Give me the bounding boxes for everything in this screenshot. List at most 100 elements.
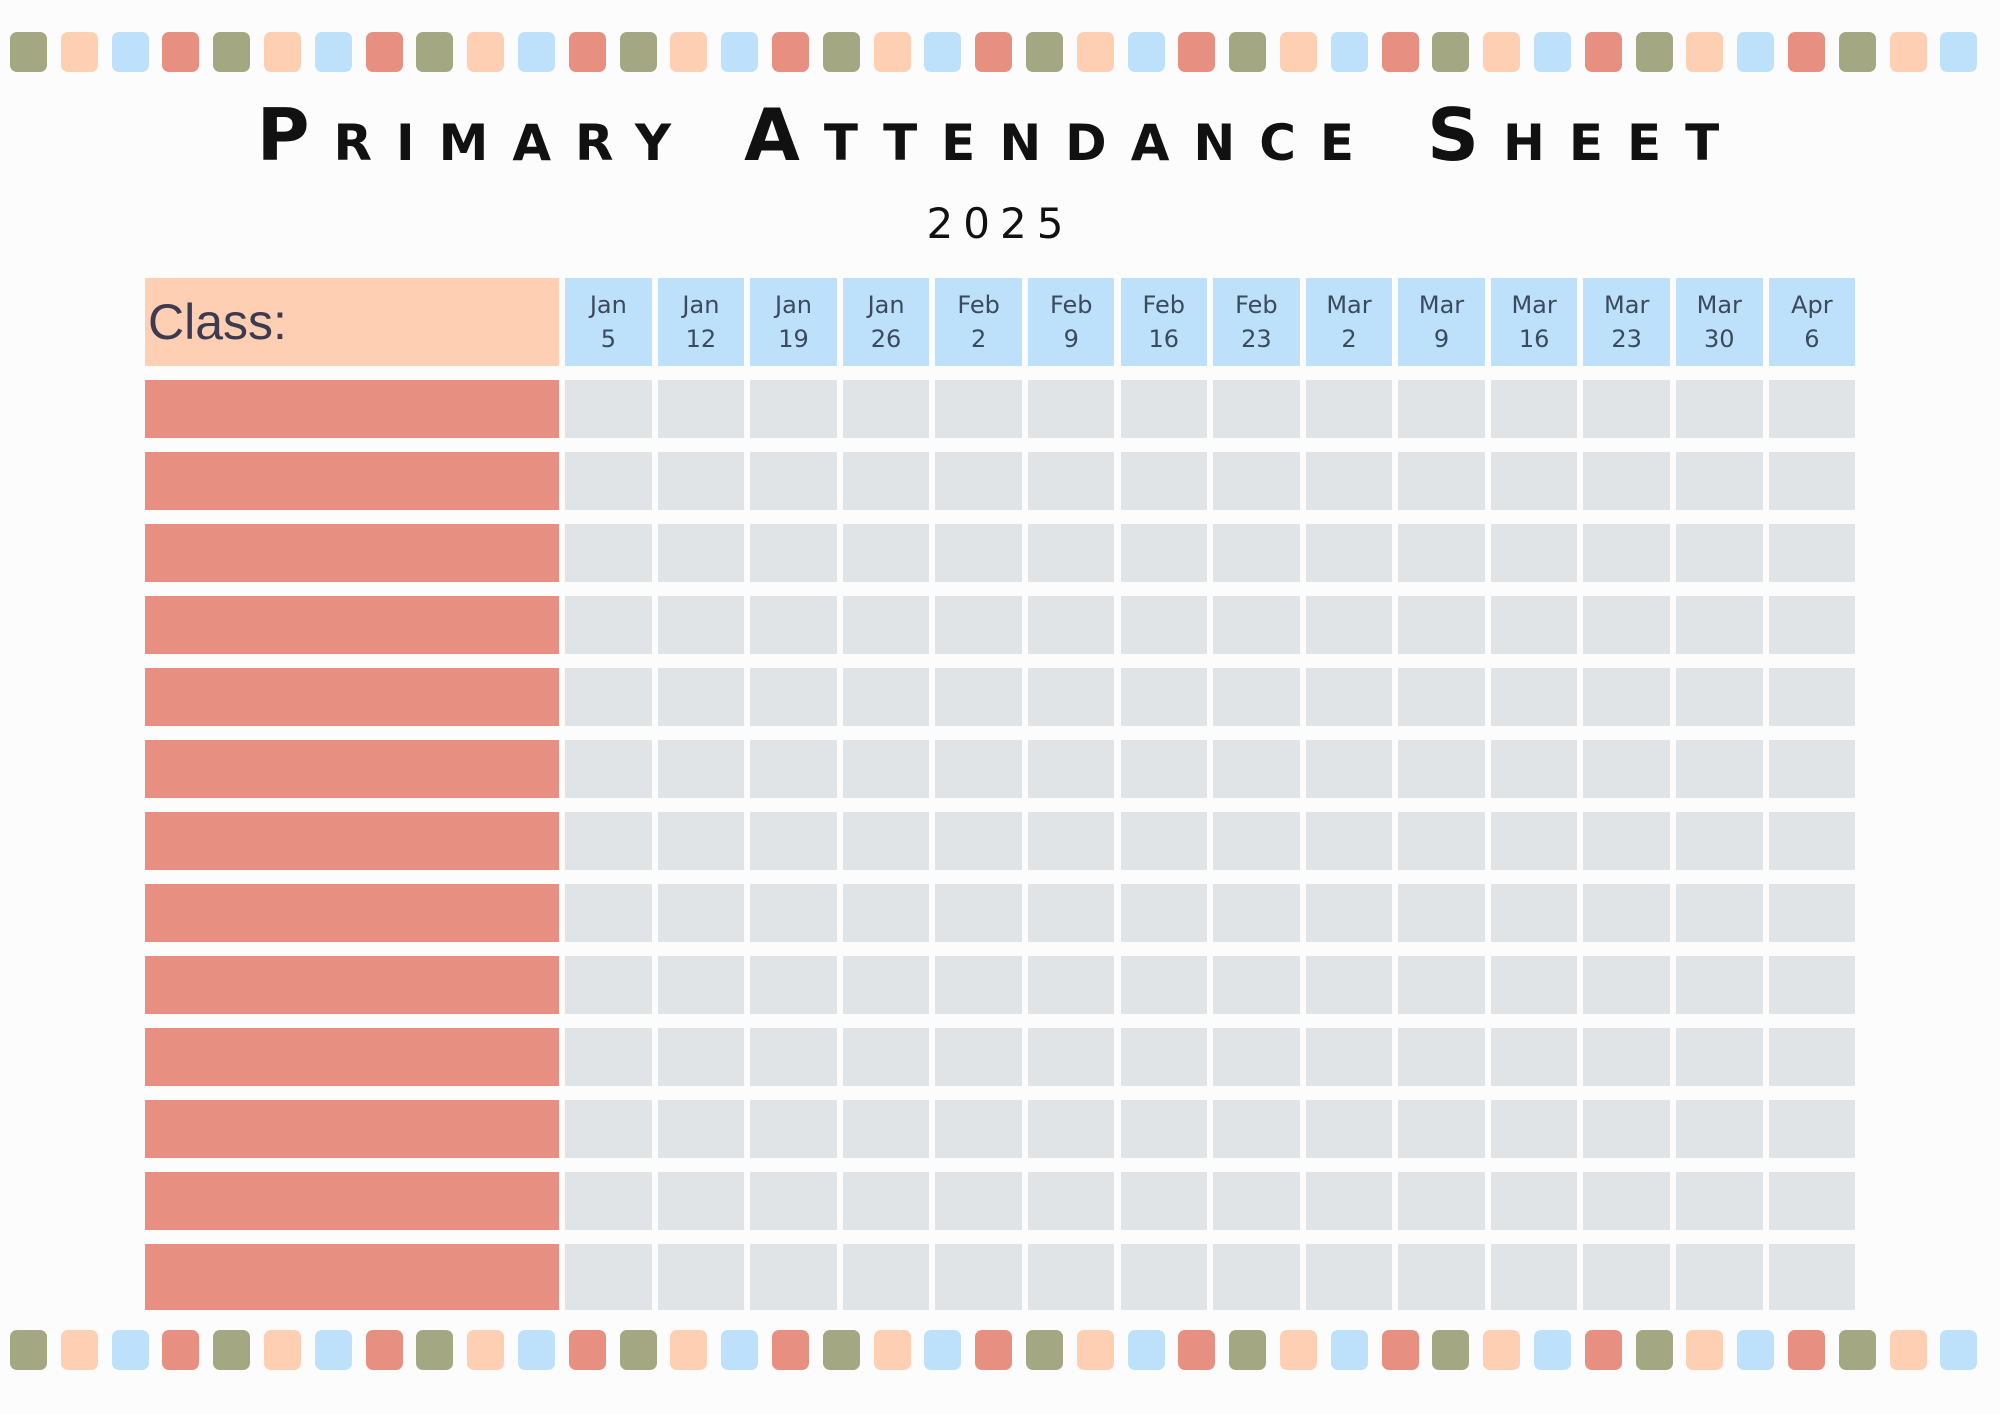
attendance-cell[interactable]: [1120, 812, 1208, 870]
attendance-cell[interactable]: [1120, 524, 1208, 582]
attendance-cell[interactable]: [1490, 596, 1578, 654]
attendance-cell[interactable]: [1305, 452, 1393, 510]
attendance-cell[interactable]: [1305, 596, 1393, 654]
attendance-cell[interactable]: [1676, 452, 1763, 510]
attendance-cell[interactable]: [750, 1028, 837, 1086]
attendance-cell[interactable]: [1120, 452, 1208, 510]
student-name-field[interactable]: [145, 884, 559, 942]
attendance-cell[interactable]: [1120, 380, 1208, 438]
attendance-cell[interactable]: [1213, 1172, 1300, 1230]
attendance-cell[interactable]: [657, 1172, 745, 1230]
attendance-cell[interactable]: [1490, 1172, 1578, 1230]
attendance-cell[interactable]: [842, 452, 930, 510]
attendance-cell[interactable]: [1768, 1028, 1856, 1086]
attendance-cell[interactable]: [935, 812, 1022, 870]
attendance-cell[interactable]: [565, 1028, 652, 1086]
attendance-cell[interactable]: [1398, 596, 1485, 654]
attendance-cell[interactable]: [1120, 596, 1208, 654]
attendance-cell[interactable]: [1768, 956, 1856, 1014]
attendance-cell[interactable]: [1398, 524, 1485, 582]
attendance-cell[interactable]: [750, 740, 837, 798]
attendance-cell[interactable]: [1027, 1100, 1115, 1158]
attendance-cell[interactable]: [1676, 524, 1763, 582]
attendance-cell[interactable]: [1490, 1028, 1578, 1086]
attendance-cell[interactable]: [1490, 524, 1578, 582]
attendance-cell[interactable]: [657, 524, 745, 582]
attendance-cell[interactable]: [842, 1172, 930, 1230]
attendance-cell[interactable]: [750, 1100, 837, 1158]
attendance-cell[interactable]: [1583, 1100, 1670, 1158]
attendance-cell[interactable]: [1583, 524, 1670, 582]
attendance-cell[interactable]: [935, 1244, 1022, 1310]
attendance-cell[interactable]: [1305, 1244, 1393, 1310]
attendance-cell[interactable]: [1398, 452, 1485, 510]
attendance-cell[interactable]: [1027, 956, 1115, 1014]
attendance-cell[interactable]: [1213, 1028, 1300, 1086]
attendance-cell[interactable]: [1768, 884, 1856, 942]
student-name-field[interactable]: [145, 668, 559, 726]
attendance-cell[interactable]: [1676, 740, 1763, 798]
attendance-cell[interactable]: [565, 668, 652, 726]
student-name-field[interactable]: [145, 812, 559, 870]
attendance-cell[interactable]: [1768, 452, 1856, 510]
attendance-cell[interactable]: [1398, 1100, 1485, 1158]
attendance-cell[interactable]: [1305, 1100, 1393, 1158]
attendance-cell[interactable]: [1213, 524, 1300, 582]
attendance-cell[interactable]: [565, 380, 652, 438]
attendance-cell[interactable]: [1676, 380, 1763, 438]
student-name-field[interactable]: [145, 524, 559, 582]
student-name-field[interactable]: [145, 1100, 559, 1158]
attendance-cell[interactable]: [1305, 524, 1393, 582]
attendance-cell[interactable]: [1676, 956, 1763, 1014]
attendance-cell[interactable]: [750, 956, 837, 1014]
attendance-cell[interactable]: [1213, 452, 1300, 510]
attendance-cell[interactable]: [1027, 884, 1115, 942]
attendance-cell[interactable]: [565, 1100, 652, 1158]
attendance-cell[interactable]: [1398, 812, 1485, 870]
attendance-cell[interactable]: [1676, 1100, 1763, 1158]
attendance-cell[interactable]: [935, 380, 1022, 438]
student-name-field[interactable]: [145, 596, 559, 654]
attendance-cell[interactable]: [935, 740, 1022, 798]
attendance-cell[interactable]: [1305, 740, 1393, 798]
student-name-field[interactable]: [145, 380, 559, 438]
attendance-cell[interactable]: [750, 1244, 837, 1310]
attendance-cell[interactable]: [1398, 1172, 1485, 1230]
attendance-cell[interactable]: [842, 956, 930, 1014]
student-name-field[interactable]: [145, 1172, 559, 1230]
attendance-cell[interactable]: [1768, 1172, 1856, 1230]
attendance-cell[interactable]: [1120, 740, 1208, 798]
attendance-cell[interactable]: [1583, 452, 1670, 510]
attendance-cell[interactable]: [565, 1172, 652, 1230]
attendance-cell[interactable]: [1583, 1028, 1670, 1086]
attendance-cell[interactable]: [657, 380, 745, 438]
attendance-cell[interactable]: [565, 956, 652, 1014]
attendance-cell[interactable]: [1398, 1244, 1485, 1310]
attendance-cell[interactable]: [1768, 596, 1856, 654]
attendance-cell[interactable]: [1213, 1100, 1300, 1158]
attendance-cell[interactable]: [750, 884, 837, 942]
attendance-cell[interactable]: [1676, 812, 1763, 870]
attendance-cell[interactable]: [935, 884, 1022, 942]
attendance-cell[interactable]: [1490, 884, 1578, 942]
attendance-cell[interactable]: [1027, 1028, 1115, 1086]
attendance-cell[interactable]: [565, 524, 652, 582]
attendance-cell[interactable]: [1583, 1172, 1670, 1230]
attendance-cell[interactable]: [1120, 884, 1208, 942]
attendance-cell[interactable]: [1398, 740, 1485, 798]
attendance-cell[interactable]: [842, 596, 930, 654]
attendance-cell[interactable]: [1120, 1244, 1208, 1310]
attendance-cell[interactable]: [1676, 1028, 1763, 1086]
attendance-cell[interactable]: [657, 740, 745, 798]
attendance-cell[interactable]: [1027, 524, 1115, 582]
attendance-cell[interactable]: [1676, 596, 1763, 654]
attendance-cell[interactable]: [1120, 1172, 1208, 1230]
attendance-cell[interactable]: [1027, 380, 1115, 438]
attendance-cell[interactable]: [657, 452, 745, 510]
attendance-cell[interactable]: [750, 452, 837, 510]
attendance-cell[interactable]: [1676, 1172, 1763, 1230]
attendance-cell[interactable]: [842, 812, 930, 870]
attendance-cell[interactable]: [1120, 668, 1208, 726]
attendance-cell[interactable]: [1305, 812, 1393, 870]
attendance-cell[interactable]: [1768, 1244, 1856, 1310]
